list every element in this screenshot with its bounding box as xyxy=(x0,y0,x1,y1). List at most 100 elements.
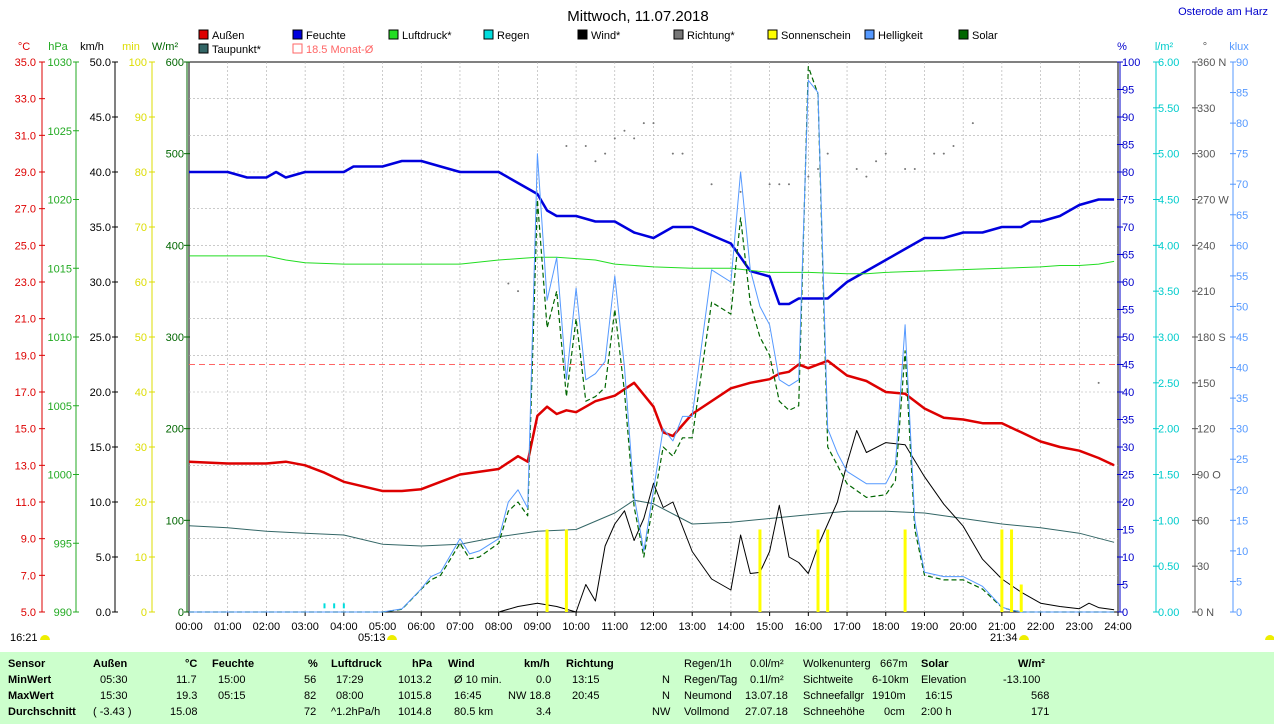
wind-axis-tick-label: 40.0 xyxy=(90,167,111,179)
direction-point xyxy=(952,145,955,148)
legend-label: Regen xyxy=(497,30,529,42)
time-tick-label: 20:00 xyxy=(949,621,977,633)
aussen-min-val: 11.7 xyxy=(176,674,197,686)
wind-axis-tick-label: 50.0 xyxy=(90,57,111,69)
sun-axis-tick-label: 40 xyxy=(135,387,147,399)
wind-max-val: NW 18.8 xyxy=(508,690,551,702)
humidity-axis-tick-label: 65 xyxy=(1122,250,1134,262)
legend-label: Feuchte xyxy=(306,30,346,42)
humidity-axis-tick-label: 30 xyxy=(1122,442,1134,454)
humidity-axis-tick-label: 60 xyxy=(1122,277,1134,289)
moon-icon xyxy=(1265,635,1274,640)
sun-axis-tick-label: 0 xyxy=(141,607,147,619)
schneefallgr-val: 1910m xyxy=(872,690,906,702)
legend-swatch xyxy=(292,29,303,40)
sun-axis-tick-label: 10 xyxy=(135,552,147,564)
feuchte-unit: % xyxy=(308,658,318,670)
light-axis-tick-label: 45 xyxy=(1236,332,1248,344)
axis-unit-label: % xyxy=(1117,41,1127,53)
luftdruck-line xyxy=(189,255,1115,275)
pressure-axis-tick-label: 990 xyxy=(54,607,72,619)
sun-axis-tick-label: 70 xyxy=(135,222,147,234)
temp-axis-tick-label: 15.0 xyxy=(15,424,36,436)
rain-axis-tick-label: 1.00 xyxy=(1158,515,1179,527)
time-tick-label: 03:00 xyxy=(291,621,319,633)
feuchte-header: Feuchte xyxy=(212,658,255,670)
feuchte-max-val: 82 xyxy=(304,690,317,702)
solar-max-time: 16:15 xyxy=(925,690,953,702)
time-tick-label: 04:00 xyxy=(330,621,358,633)
light-axis-tick-label: 85 xyxy=(1236,88,1248,100)
temp-axis-tick-label: 9.0 xyxy=(21,534,36,546)
regen-1h-val: 0.0l/m² xyxy=(750,658,784,670)
light-axis-tick-label: 20 xyxy=(1236,485,1248,497)
sunshine-bar xyxy=(564,529,568,612)
time-tick-label: 12:00 xyxy=(640,621,668,633)
aussen-max-time: 15:30 xyxy=(100,690,128,702)
vollmond-label: Vollmond xyxy=(684,706,730,718)
direction-point xyxy=(623,129,626,132)
sunshine-bar xyxy=(1010,529,1014,612)
legend-swatch xyxy=(388,29,399,40)
direction-point xyxy=(565,145,568,148)
wind-axis-tick-label: 35.0 xyxy=(90,222,111,234)
direction-point xyxy=(671,152,674,155)
direction-axis-tick-label: 150 xyxy=(1197,378,1215,390)
wind-avg-val: 3.4 xyxy=(536,706,552,718)
light-axis-tick-label: 75 xyxy=(1236,149,1248,161)
rain-axis-tick-label: 3.00 xyxy=(1158,332,1179,344)
solar-axis-tick-label: 0 xyxy=(178,607,184,619)
time-tick-label: 16:00 xyxy=(795,621,823,633)
light-axis-tick-label: 55 xyxy=(1236,271,1248,283)
humidity-axis-tick-label: 95 xyxy=(1122,85,1134,97)
time-tick-label: 09:00 xyxy=(524,621,552,633)
time-tick-label: 14:00 xyxy=(717,621,745,633)
elevation-val: -13.100 xyxy=(1003,674,1041,686)
wolkenunterg-label: Wolkenunterg xyxy=(803,658,871,670)
feuchte-max-time: 05:15 xyxy=(218,690,246,702)
temp-axis-tick-label: 11.0 xyxy=(15,497,36,509)
aussen-header: Außen xyxy=(93,658,128,670)
time-tick-label: 15:00 xyxy=(756,621,784,633)
legend: Außen Feuchte Luftdruck* Regen Wind* Richtung… xyxy=(198,29,998,56)
direction-axis-tick-label: 0 N xyxy=(1197,607,1214,619)
direction-point xyxy=(904,167,907,170)
sun-axis-tick-label: 30 xyxy=(135,442,147,454)
humidity-axis-tick-label: 20 xyxy=(1122,497,1134,509)
humidity-axis-tick-label: 45 xyxy=(1122,360,1134,372)
wind-axis-tick-label: 25.0 xyxy=(90,332,111,344)
pressure-axis-tick-label: 1030 xyxy=(48,57,72,69)
rain-axis-tick-label: 3.50 xyxy=(1158,286,1179,298)
sichtweite-val: 6-10km xyxy=(872,674,909,686)
now-sun-icon xyxy=(40,635,50,640)
rain-axis-tick-label: 2.50 xyxy=(1158,378,1179,390)
legend-label: Sonnenschein xyxy=(781,30,851,42)
humidity-axis-tick-label: 85 xyxy=(1122,140,1134,152)
direction-point xyxy=(865,175,868,178)
direction-axis-tick-label: 360 N xyxy=(1197,57,1226,69)
solar-duration: 2:00 h xyxy=(921,706,952,718)
sun-axis-tick-label: 50 xyxy=(135,332,147,344)
time-tick-label: 11:00 xyxy=(601,621,628,633)
temp-axis-tick-label: 27.0 xyxy=(15,204,36,216)
aussen-avg-val: 15.08 xyxy=(170,706,198,718)
humidity-axis-tick-label: 0 xyxy=(1122,607,1128,619)
axis-unit-label: W/m² xyxy=(152,41,179,53)
time-tick-label: 17:00 xyxy=(833,621,861,633)
au-en-line xyxy=(188,359,1115,493)
temp-axis-tick-label: 35.0 xyxy=(15,57,36,69)
wind-max-time: 16:45 xyxy=(454,690,482,702)
aussen-max-val: 19.3 xyxy=(176,690,198,702)
location-label[interactable]: Osterode am Harz xyxy=(1178,6,1268,18)
wind-axis-tick-label: 15.0 xyxy=(90,442,111,454)
direction-axis-tick-label: 270 W xyxy=(1197,195,1229,207)
wind-axis-tick-label: 20.0 xyxy=(90,387,111,399)
direction-point xyxy=(604,152,607,155)
pressure-axis-tick-label: 1015 xyxy=(48,263,72,275)
richtung-min-time: 13:15 xyxy=(572,674,600,686)
direction-axis-tick-label: 330 xyxy=(1197,103,1215,115)
sunshine-bar xyxy=(758,529,762,612)
direction-point xyxy=(942,152,945,155)
light-axis-tick-label: 60 xyxy=(1236,240,1248,252)
temp-axis-tick-label: 19.0 xyxy=(15,350,36,362)
